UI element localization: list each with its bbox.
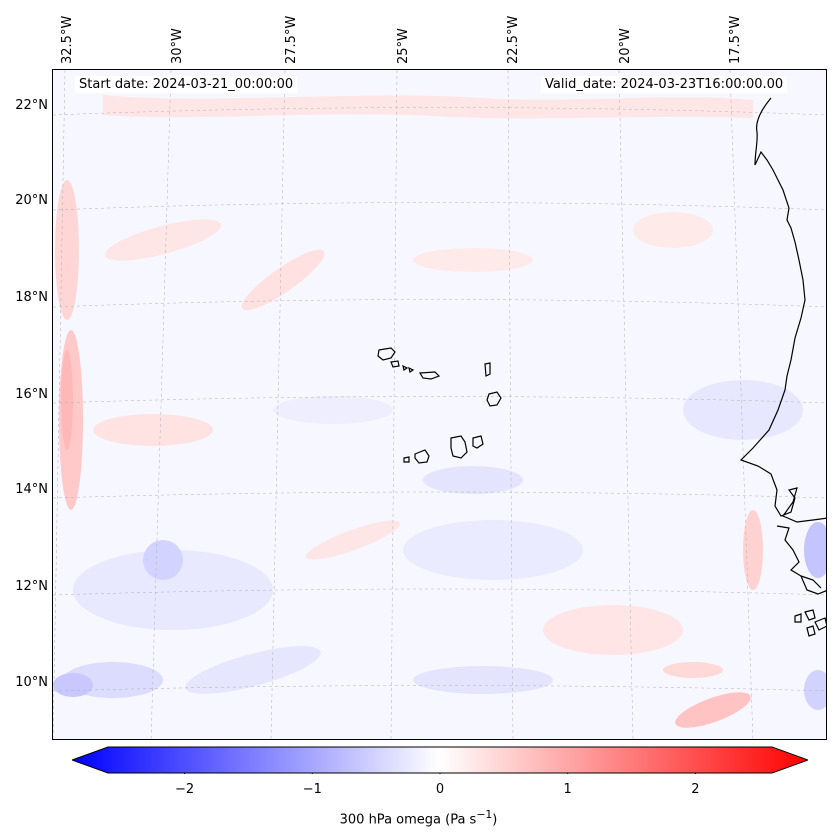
lon-label-25w: 25°W [396,28,411,64]
colorbar-tick-label: 1 [563,782,572,797]
lat-label-12n: 12°N [15,579,48,594]
colorbar-gradient [72,746,808,774]
colorbar-tick-label: −2 [175,782,195,797]
lat-label-14n: 14°N [15,482,48,497]
map-panel[interactable] [52,69,827,740]
lon-label-27-5w: 27.5°W [284,15,299,64]
lon-label-20w: 20°W [618,28,633,64]
colorbar-tick-label: −1 [302,782,322,797]
lon-label-22-5w: 22.5°W [506,15,521,64]
lat-label-20n: 20°N [15,193,48,208]
colorbar-tick-label: 0 [435,782,445,797]
omega-field [53,95,826,728]
colorbar [72,746,808,774]
graticule [53,70,826,739]
lon-label-30w: 30°W [170,28,185,64]
colorbar-tick-marks [184,773,696,774]
colorbar-tick-label: 2 [691,782,700,797]
colorbar-title: 300 hPa omega (Pa s−1) [339,808,498,828]
lon-label-32-5w: 32.5°W [60,15,75,64]
coastline [377,97,826,637]
lat-label-22n: 22°N [15,98,48,113]
valid-date-label: Valid_date: 2024-03-23T16:00:00.00 [541,76,788,93]
start-date-label: Start date: 2024-03-21_00:00:00 [75,76,298,93]
map-canvas [53,70,826,739]
lon-label-17-5w: 17.5°W [728,15,743,64]
lat-label-10n: 10°N [15,675,48,690]
lat-label-18n: 18°N [15,290,48,305]
lat-label-16n: 16°N [15,387,48,402]
